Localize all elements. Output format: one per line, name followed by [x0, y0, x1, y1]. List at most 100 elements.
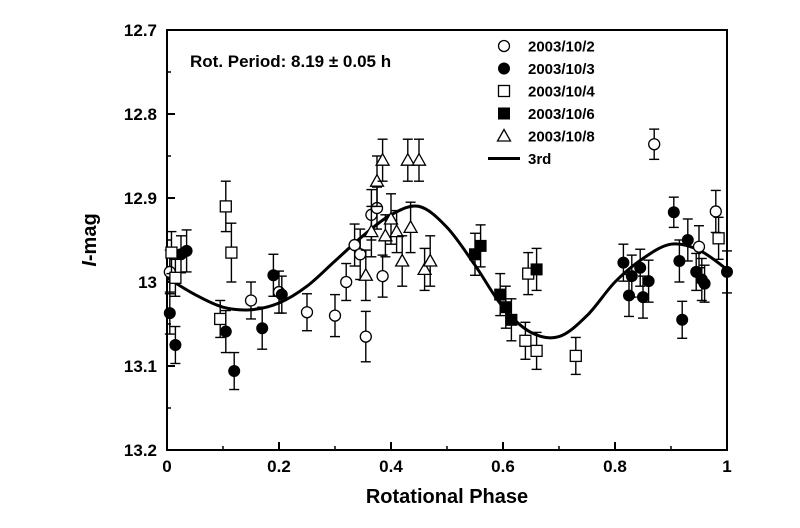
legend-item: 3rd	[488, 151, 551, 168]
data-point-2003-10-3	[634, 248, 647, 287]
marker	[300, 306, 314, 319]
legend-item: 2003/10/8	[496, 128, 595, 146]
x-tick-label: 0	[162, 457, 171, 476]
annotation-text: Rot. Period: 8.19 ± 0.05 h	[190, 52, 391, 71]
data-point-2003-10-2	[692, 225, 706, 269]
marker	[402, 219, 419, 234]
marker	[244, 294, 258, 307]
marker	[623, 289, 635, 302]
data-point-2003-10-3	[169, 325, 182, 365]
data-point-2003-10-2	[348, 223, 361, 267]
data-point-2003-10-8	[411, 138, 427, 182]
data-point-2003-10-8	[363, 205, 380, 258]
data-point-2003-10-3	[667, 196, 680, 229]
data-point-2003-10-3	[275, 275, 288, 314]
data-point-2003-10-3	[163, 291, 176, 335]
data-point-2003-10-3	[698, 264, 711, 303]
marker	[256, 322, 269, 335]
data-point-2003-10-2	[359, 310, 372, 363]
marker	[169, 271, 182, 284]
data-point-2003-10-4	[519, 321, 532, 360]
marker	[499, 301, 512, 314]
data-point-2003-10-2	[328, 293, 342, 338]
legend-label: 2003/10/3	[528, 61, 595, 78]
data-points-layer	[163, 128, 733, 391]
y-axis-title-italic: I	[79, 261, 101, 267]
y-tick-label: 12.7	[124, 21, 157, 40]
marker	[411, 152, 427, 166]
marker	[494, 288, 507, 301]
marker	[530, 263, 543, 276]
data-point-2003-10-8	[416, 247, 433, 292]
data-point-2003-10-2	[648, 128, 661, 161]
data-point-2003-10-4	[522, 251, 535, 296]
y-tick-label: 12.9	[124, 189, 157, 208]
y-tick-label: 12.8	[124, 105, 157, 124]
data-point-2003-10-3	[219, 309, 232, 354]
data-point-2003-10-4	[169, 258, 182, 297]
legend-marker	[497, 39, 511, 53]
data-point-2003-10-3	[676, 300, 689, 339]
marker	[617, 256, 630, 269]
marker	[219, 325, 232, 338]
y-tick-label: 13.2	[124, 441, 157, 460]
marker	[681, 234, 694, 246]
legend-label: 2003/10/2	[528, 39, 595, 56]
marker	[267, 269, 280, 282]
data-point-2003-10-8	[422, 235, 438, 287]
fit-curve-3rd	[166, 204, 728, 340]
legend-marker	[498, 62, 510, 75]
marker	[416, 261, 433, 276]
legend-item: 2003/10/3	[498, 61, 595, 78]
marker	[369, 173, 385, 187]
legend-marker	[498, 107, 510, 120]
data-point-2003-10-8	[400, 138, 416, 182]
marker	[709, 205, 722, 218]
data-point-2003-10-3	[256, 306, 269, 350]
marker	[698, 277, 711, 290]
marker	[676, 313, 689, 326]
legend-item: 2003/10/4	[497, 84, 595, 101]
marker	[530, 344, 543, 358]
marker	[637, 291, 649, 304]
x-tick-label: 0.4	[379, 457, 403, 476]
legend-label: 2003/10/8	[528, 129, 595, 146]
marker	[721, 265, 733, 278]
marker	[328, 309, 342, 322]
data-point-2003-10-4	[712, 216, 725, 261]
marker	[340, 275, 353, 289]
marker	[648, 138, 661, 151]
data-point-2003-10-4	[214, 299, 227, 339]
marker	[214, 312, 227, 326]
data-point-2003-10-3	[681, 218, 694, 262]
x-tick-label: 0.6	[491, 457, 515, 476]
marker	[228, 365, 241, 378]
marker	[225, 246, 238, 259]
data-point-2003-10-3	[625, 254, 638, 298]
marker	[569, 349, 582, 363]
marker	[169, 339, 182, 351]
marker	[505, 313, 518, 326]
data-point-2003-10-3	[180, 229, 193, 273]
legend-label: 2003/10/6	[528, 106, 595, 123]
marker	[400, 152, 416, 166]
marker	[667, 206, 680, 219]
data-point-2003-10-2	[300, 293, 314, 332]
data-point-2003-10-6	[505, 298, 518, 342]
data-point-2003-10-3	[673, 239, 686, 283]
data-point-2003-10-2	[709, 189, 722, 234]
data-point-2003-10-4	[219, 180, 232, 233]
data-point-2003-10-3	[721, 250, 733, 294]
marker	[359, 330, 372, 343]
data-point-2003-10-3	[267, 253, 280, 297]
legend-marker	[496, 128, 512, 142]
data-point-2003-10-2	[340, 262, 353, 302]
data-point-2003-10-4	[569, 336, 582, 376]
legend: 2003/10/2 2003/10/3 2003/10/4 2003/10/6 2003…	[488, 39, 595, 168]
y-axis-title: I-mag	[79, 213, 101, 266]
legend-label: 3rd	[528, 151, 551, 168]
marker	[358, 267, 374, 281]
marker	[219, 200, 232, 213]
data-point-2003-10-3	[642, 259, 655, 303]
